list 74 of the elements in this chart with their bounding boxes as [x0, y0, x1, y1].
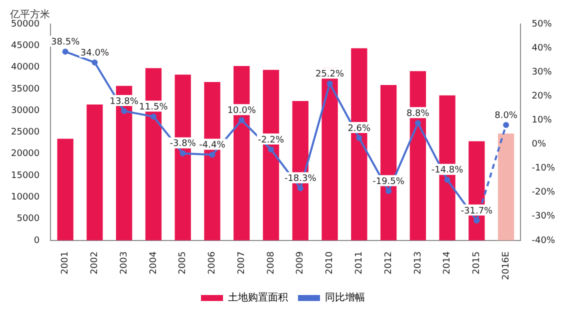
point	[121, 108, 128, 114]
data-label: 34.0%	[80, 48, 110, 58]
y-tick-label: 50000	[10, 19, 40, 30]
y2-tick-label: 20%	[532, 91, 552, 102]
x-tick-label: 2002	[90, 251, 100, 274]
legend-label: 土地购置面积	[228, 292, 288, 304]
data-label: 13.8%	[110, 96, 139, 107]
y-tick-label: 45000	[10, 40, 40, 51]
x-tick-label: 2010	[325, 251, 336, 274]
x-tick-label: 2011	[354, 251, 364, 274]
x-tick-label: 2001	[60, 251, 71, 274]
y-axis-title: 亿平方米	[9, 8, 50, 21]
bar	[57, 138, 74, 240]
y-tick-label: 10000	[10, 192, 40, 202]
data-label: 25.2%	[315, 69, 345, 80]
y2-tick-label: -20%	[532, 188, 556, 198]
y-tick-label: 0	[34, 236, 40, 246]
y2-tick-label: 50%	[532, 19, 552, 30]
data-label: -18.3%	[284, 174, 317, 184]
data-label: 38.5%	[51, 37, 80, 48]
x-tick-label: 2007	[236, 251, 247, 274]
y2-tick-label: -30%	[532, 212, 556, 222]
point	[150, 114, 156, 120]
point	[297, 185, 304, 192]
point	[414, 120, 421, 126]
y2-tick-label: 40%	[532, 43, 552, 54]
legend-label: 同比增幅	[325, 292, 365, 304]
x-tick-label: 2015	[472, 251, 482, 274]
x-tick-label: 2016E	[501, 251, 512, 280]
bar	[86, 104, 103, 240]
data-label: 11.5%	[139, 102, 168, 112]
data-label: -4.4%	[199, 140, 226, 151]
x-tick-label: 2006	[208, 251, 218, 274]
point	[180, 150, 186, 156]
data-label: 2.6%	[348, 124, 372, 134]
y2-tick-label: -10%	[532, 164, 556, 174]
y-tick-label: 35000	[10, 84, 40, 94]
x-tick-label: 2014	[442, 251, 453, 274]
y2-tick-label: 10%	[532, 116, 552, 126]
point	[238, 117, 245, 124]
y-tick-label: 25000	[10, 128, 40, 138]
bar	[498, 134, 514, 240]
x-tick-label: 2008	[266, 251, 276, 274]
x-tick-label: 2003	[119, 251, 130, 274]
point	[268, 146, 274, 153]
data-label: -19.5%	[372, 176, 405, 187]
y-tick-label: 20000	[10, 149, 40, 160]
y-tick-label: 5000	[16, 214, 40, 224]
data-label: -31.7%	[460, 206, 494, 216]
x-tick-label: 2009	[296, 251, 306, 274]
data-label: -3.8%	[170, 139, 196, 150]
y2-tick-label: 0%	[532, 140, 546, 150]
point	[356, 134, 362, 141]
y2-tick-label: 30%	[532, 67, 552, 78]
point	[386, 188, 392, 194]
data-label: -2.2%	[258, 135, 284, 146]
x-tick-label: 2004	[148, 251, 159, 274]
point	[62, 48, 68, 55]
y2-tick-label: -40%	[532, 236, 556, 246]
x-tick-label: 2013	[413, 251, 424, 274]
x-tick-label: 2005	[178, 251, 188, 274]
point	[503, 122, 510, 128]
y-tick-label: 40000	[10, 62, 40, 73]
data-label: 8.8%	[406, 108, 430, 119]
x-tick-label: 2012	[384, 251, 394, 274]
data-label: 8.0%	[494, 110, 518, 121]
data-label: -14.8%	[431, 166, 464, 176]
y-tick-label: 30000	[10, 106, 40, 116]
point	[326, 80, 333, 87]
y-tick-label: 15000	[10, 170, 40, 181]
point	[209, 152, 216, 158]
data-label: 10.0%	[227, 106, 256, 116]
point	[92, 59, 98, 66]
point	[444, 176, 450, 183]
